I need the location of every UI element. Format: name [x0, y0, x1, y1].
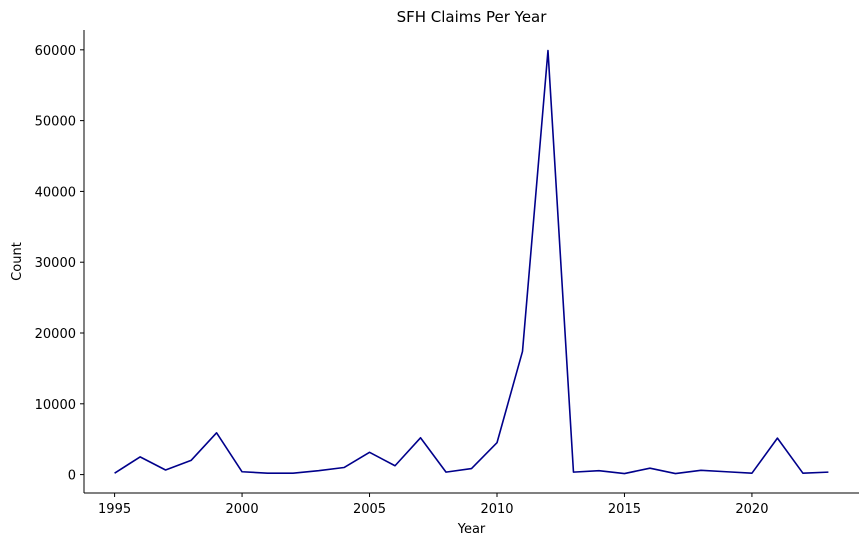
x-axis-ticks: 1995 2000 2005 2010 2015 2020	[98, 493, 768, 517]
x-tick-label: 2015	[608, 502, 641, 517]
y-tick-label: 20000	[35, 327, 76, 342]
plot-area: 0 10000 20000 30000 40000 50000 60000 1995 2000…	[35, 30, 859, 517]
y-axis-label: Count	[10, 242, 25, 281]
y-axis-ticks: 0 10000 20000 30000 40000 50000 60000	[35, 44, 84, 484]
y-tick-label: 40000	[35, 185, 76, 200]
x-tick-label: 2005	[353, 502, 386, 517]
x-tick-label: 2000	[226, 502, 259, 517]
x-tick-label: 1995	[98, 502, 131, 517]
y-tick-label: 60000	[35, 44, 76, 59]
y-tick-label: 10000	[35, 398, 76, 413]
x-axis-label: Year	[457, 522, 486, 537]
y-tick-label: 50000	[35, 115, 76, 130]
series-line	[114, 49, 829, 475]
y-tick-label: 30000	[35, 256, 76, 271]
x-tick-label: 2010	[480, 502, 513, 517]
y-tick-label: 0	[68, 469, 76, 484]
x-tick-label: 2020	[735, 502, 768, 517]
chart-title: SFH Claims Per Year	[397, 8, 548, 26]
